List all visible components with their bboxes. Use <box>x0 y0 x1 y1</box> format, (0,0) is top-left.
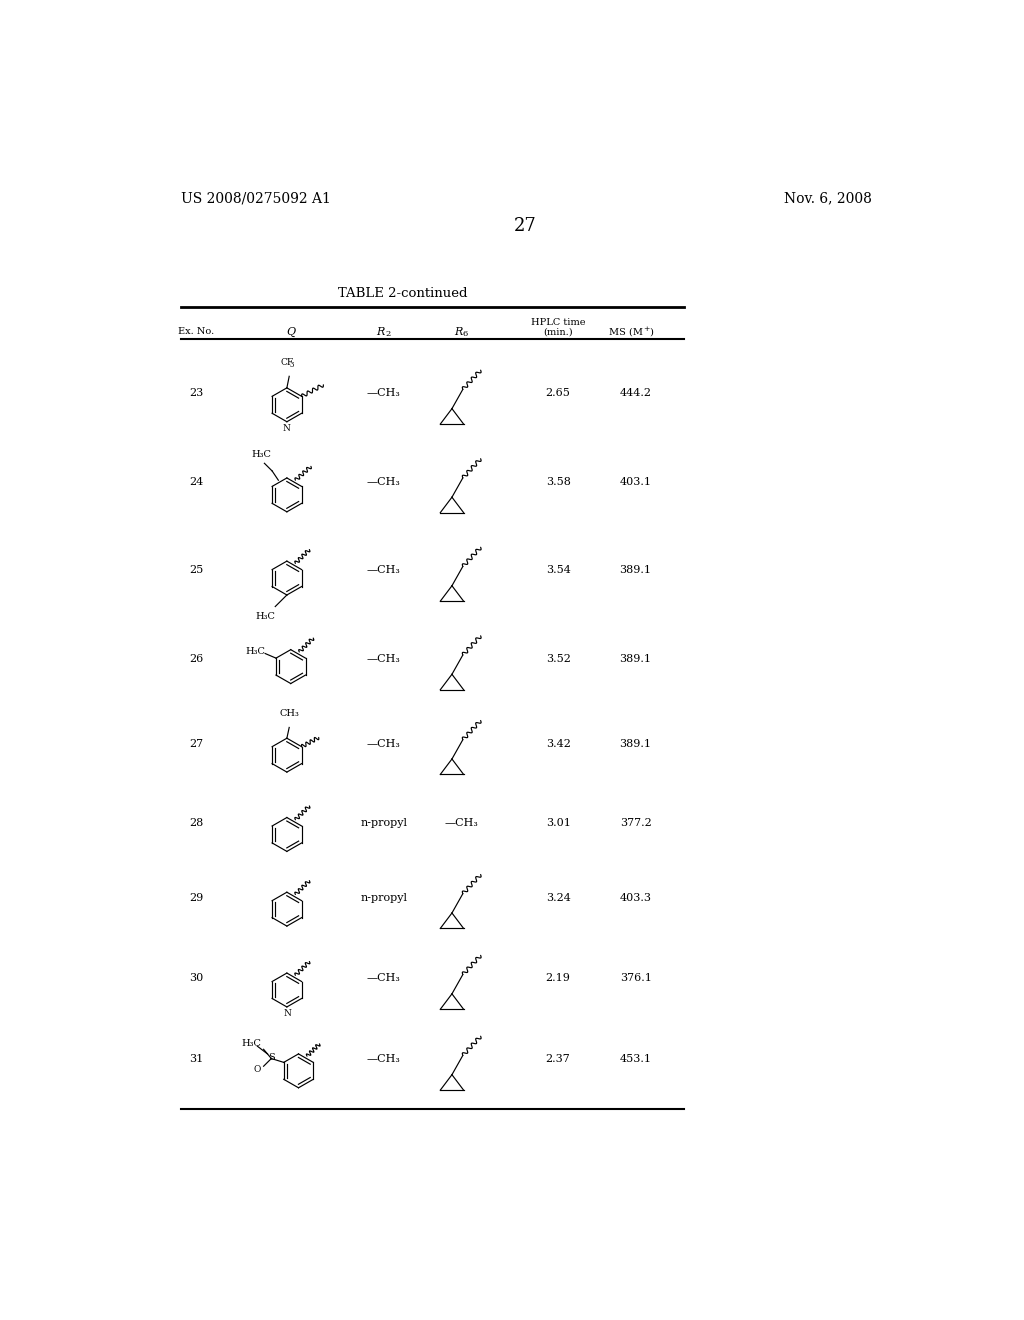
Text: 28: 28 <box>189 818 204 828</box>
Text: —CH₃: —CH₃ <box>367 1055 400 1064</box>
Text: CF: CF <box>281 358 294 367</box>
Text: 453.1: 453.1 <box>620 1055 651 1064</box>
Text: H₃C: H₃C <box>245 648 265 656</box>
Text: 31: 31 <box>189 1055 204 1064</box>
Text: 2: 2 <box>385 330 390 338</box>
Text: —CH₃: —CH₃ <box>367 653 400 664</box>
Text: 3.24: 3.24 <box>546 892 570 903</box>
Text: —CH₃: —CH₃ <box>367 477 400 487</box>
Text: 3.42: 3.42 <box>546 739 570 748</box>
Text: CH₃: CH₃ <box>280 709 299 718</box>
Text: —CH₃: —CH₃ <box>367 565 400 576</box>
Text: —CH₃: —CH₃ <box>367 739 400 748</box>
Text: R: R <box>377 326 385 337</box>
Text: TABLE 2-continued: TABLE 2-continued <box>338 286 468 300</box>
Text: HPLC time: HPLC time <box>530 318 586 327</box>
Text: 23: 23 <box>189 388 204 399</box>
Text: 376.1: 376.1 <box>620 973 651 983</box>
Text: Q: Q <box>286 326 295 337</box>
Text: Ex. No.: Ex. No. <box>178 327 214 337</box>
Text: —CH₃: —CH₃ <box>367 973 400 983</box>
Text: (min.): (min.) <box>544 327 573 337</box>
Text: H₃C: H₃C <box>256 612 275 620</box>
Text: Nov. 6, 2008: Nov. 6, 2008 <box>784 191 872 206</box>
Text: +: + <box>643 325 649 334</box>
Text: 27: 27 <box>513 218 537 235</box>
Text: US 2008/0275092 A1: US 2008/0275092 A1 <box>180 191 331 206</box>
Text: 2.65: 2.65 <box>546 388 570 399</box>
Text: S: S <box>268 1053 274 1063</box>
Text: 27: 27 <box>189 739 203 748</box>
Text: MS (M: MS (M <box>609 327 643 337</box>
Text: H₃C: H₃C <box>242 1039 262 1048</box>
Text: N: N <box>284 1010 292 1018</box>
Text: 389.1: 389.1 <box>620 565 651 576</box>
Text: 3.58: 3.58 <box>546 477 570 487</box>
Text: n-propyl: n-propyl <box>360 892 408 903</box>
Text: 3.01: 3.01 <box>546 818 570 828</box>
Text: 3: 3 <box>290 362 294 370</box>
Text: 29: 29 <box>189 892 204 903</box>
Text: 3.54: 3.54 <box>546 565 570 576</box>
Text: n-propyl: n-propyl <box>360 818 408 828</box>
Text: H₃C: H₃C <box>251 450 271 458</box>
Text: 2.37: 2.37 <box>546 1055 570 1064</box>
Text: 30: 30 <box>189 973 204 983</box>
Text: 6: 6 <box>463 330 468 338</box>
Text: R: R <box>454 326 463 337</box>
Text: 389.1: 389.1 <box>620 653 651 664</box>
Text: ): ) <box>649 327 653 337</box>
Text: 26: 26 <box>189 653 204 664</box>
Text: —CH₃: —CH₃ <box>444 818 478 828</box>
Text: —CH₃: —CH₃ <box>367 388 400 399</box>
Text: O: O <box>254 1065 261 1073</box>
Text: 389.1: 389.1 <box>620 739 651 748</box>
Text: 25: 25 <box>189 565 204 576</box>
Text: 3.52: 3.52 <box>546 653 570 664</box>
Text: 2.19: 2.19 <box>546 973 570 983</box>
Text: N: N <box>283 424 291 433</box>
Text: 403.1: 403.1 <box>620 477 651 487</box>
Text: 24: 24 <box>189 477 204 487</box>
Text: 403.3: 403.3 <box>620 892 651 903</box>
Text: 377.2: 377.2 <box>620 818 651 828</box>
Text: 444.2: 444.2 <box>620 388 651 399</box>
